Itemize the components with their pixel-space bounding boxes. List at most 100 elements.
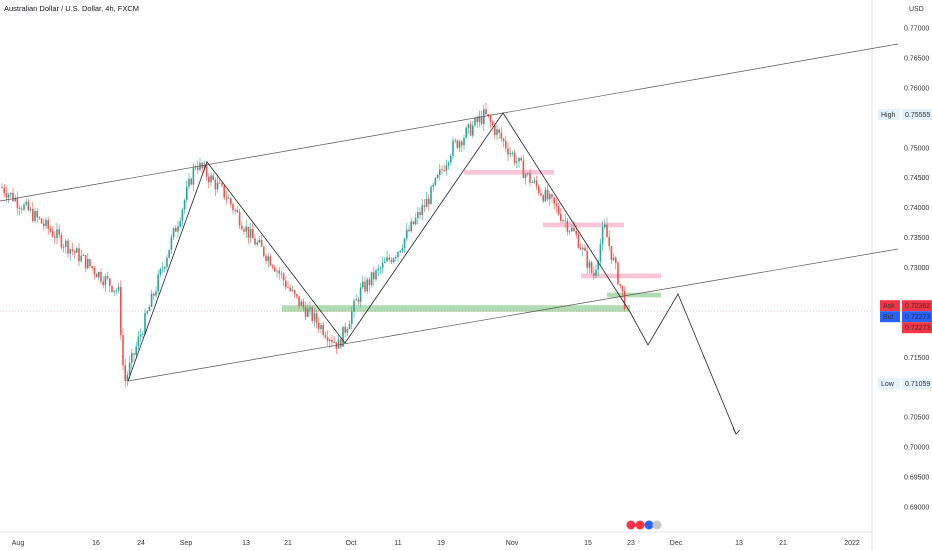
event-marker-icon[interactable] [652, 520, 662, 530]
candle-up [144, 313, 146, 334]
candle-up [25, 201, 27, 205]
projection-path [629, 293, 737, 435]
candle-up [194, 167, 197, 169]
candle-down [197, 167, 199, 170]
time-tick-label: 13 [242, 540, 250, 547]
high-label-tag-bg [878, 109, 900, 121]
candle-down [274, 267, 276, 272]
candle-down [333, 342, 335, 344]
candle-down [16, 198, 19, 208]
price-tick-label: 0.69500 [904, 475, 929, 482]
au-flag-icon[interactable] [644, 520, 654, 530]
candle-down [304, 307, 307, 317]
candle-down [513, 152, 516, 163]
ask-value-tag-bg [902, 300, 932, 312]
us-flag-icon[interactable] [635, 520, 645, 530]
candle-up [216, 182, 219, 190]
candle-down [491, 121, 494, 126]
candle-down [441, 169, 443, 171]
candle-up [544, 189, 547, 202]
candle-up [258, 240, 261, 243]
candle-down [5, 193, 8, 198]
candle-down [40, 218, 43, 224]
candle-up [192, 167, 195, 185]
candle-up [172, 228, 175, 238]
price-tick-label: 0.73000 [904, 265, 929, 272]
candle-down [12, 192, 14, 202]
candle-down [106, 276, 109, 279]
candle-down [520, 157, 522, 161]
candle-up [309, 307, 311, 310]
candle-up [395, 256, 397, 259]
candle-down [590, 262, 593, 273]
candle-down [529, 173, 531, 183]
candle-up [571, 227, 573, 231]
candle-up [131, 353, 133, 363]
candle-down [476, 118, 478, 123]
low-value-tag: 0.71059 [905, 381, 930, 388]
candle-up [34, 211, 36, 222]
candle-up [362, 281, 364, 288]
candle-up [612, 257, 615, 260]
candle-up [155, 291, 157, 296]
candle-down [315, 313, 318, 323]
candle-up [445, 165, 448, 171]
candle-up [375, 270, 377, 280]
candle-down [364, 281, 366, 292]
candle-down [67, 240, 69, 254]
candle-up [115, 290, 118, 292]
candle-up [128, 362, 131, 376]
candle-up [23, 204, 25, 210]
candle-up [183, 199, 186, 210]
candle-down [232, 204, 234, 211]
candle-down [238, 212, 241, 226]
time-axis[interactable]: Aug 16 24 Sep 13 21 Oct 11 19 Nov 15 23 Dec 13 21 2022 [12, 540, 860, 547]
event-flags[interactable] [626, 520, 662, 530]
candle-up [527, 173, 529, 175]
candle-up [463, 137, 465, 146]
candle-up [313, 313, 316, 321]
candle-up [370, 272, 373, 286]
candle-down [560, 214, 562, 221]
candle-up [188, 178, 190, 187]
candle-down [505, 141, 507, 149]
candle-up [300, 301, 302, 306]
candle-up [355, 299, 357, 301]
candle-down [89, 259, 91, 267]
candle-down [36, 211, 38, 218]
ask-label-tag: Ask [883, 303, 895, 310]
us-flag-icon[interactable] [626, 520, 636, 530]
candle-down [133, 353, 135, 355]
candle-down [302, 301, 305, 308]
candle-up [170, 237, 173, 250]
candle-up [276, 270, 278, 272]
wave-pattern-line [127, 112, 631, 382]
candle-up [139, 334, 142, 337]
candle-down [102, 281, 104, 286]
candle-down [3, 187, 5, 194]
candle-up [148, 306, 151, 312]
time-tick-label: 2022 [844, 540, 860, 547]
candle-down [84, 255, 87, 269]
bid-value-tag: 0.72273 [905, 314, 930, 321]
candle-down [610, 246, 613, 260]
candle-up [256, 242, 258, 245]
candle-up [432, 184, 434, 187]
candle-down [221, 183, 223, 186]
candle-up [146, 311, 148, 314]
candle-down [419, 212, 421, 215]
last-value-tag-bg [902, 322, 932, 334]
candle-down [461, 141, 463, 146]
candle-up [450, 155, 452, 163]
candle-up [430, 186, 432, 205]
candle-up [417, 212, 419, 219]
candle-up [166, 257, 168, 267]
candle-up [392, 258, 395, 263]
price-tick-label: 0.73500 [904, 235, 929, 242]
price-tick-label: 0.76500 [904, 55, 929, 62]
candle-up [599, 244, 602, 262]
price-tick-label: 0.74000 [904, 205, 929, 212]
candle-down [51, 231, 54, 237]
candle-up [104, 276, 107, 286]
